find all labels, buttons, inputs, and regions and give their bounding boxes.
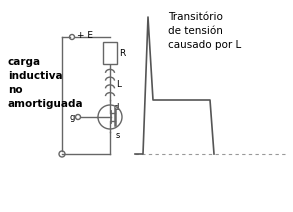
Text: L: L <box>116 80 121 89</box>
Text: d: d <box>114 103 119 112</box>
Text: Transitório
de tensión
causado por L: Transitório de tensión causado por L <box>168 12 241 50</box>
Text: s: s <box>116 131 120 140</box>
Bar <box>103 42 117 64</box>
Text: g: g <box>70 113 75 121</box>
Text: R: R <box>119 49 125 57</box>
Text: + E: + E <box>77 32 93 40</box>
Text: carga
inductiva
no
amortiguada: carga inductiva no amortiguada <box>8 57 84 109</box>
